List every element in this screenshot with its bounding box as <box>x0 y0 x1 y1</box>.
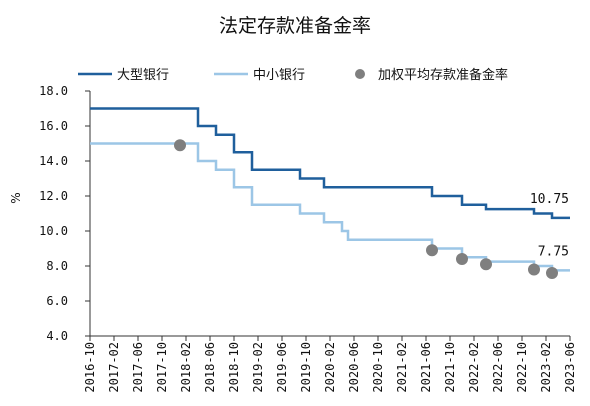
x-tick-label: 2020-02 <box>323 342 337 393</box>
x-tick-label: 2021-06 <box>419 342 433 393</box>
legend-label-large-banks: 大型银行 <box>117 68 169 83</box>
x-tick-label: 2020-06 <box>347 342 361 393</box>
x-tick-label: 2019-02 <box>251 342 265 393</box>
x-tick-label: 2018-06 <box>203 342 217 393</box>
end-value-label: 7.75 <box>538 244 569 259</box>
y-tick-label: 10.0 <box>39 224 68 238</box>
weighted-average-point <box>546 267 558 279</box>
plot-area: 10.75 7.75 <box>90 107 570 279</box>
y-tick-label: 16.0 <box>39 119 68 133</box>
x-tick-label: 2018-02 <box>179 342 193 393</box>
legend: 大型银行 中小银行 加权平均存款准备金率 <box>78 67 508 83</box>
legend-swatch-weighted-average <box>355 69 365 79</box>
y-tick-label: 18.0 <box>39 84 68 98</box>
y-ticks: 18.0 16.0 14.0 12.0 10.0 8.0 6.0 4.0 <box>39 84 90 343</box>
x-tick-label: 2019-06 <box>275 342 289 393</box>
line-small-banks <box>90 142 570 272</box>
y-axis-label: % <box>9 192 23 203</box>
x-tick-label: 2021-02 <box>395 342 409 393</box>
x-tick-label: 2020-10 <box>371 342 385 393</box>
x-tick-label: 2022-06 <box>491 342 505 393</box>
x-tick-label: 2022-10 <box>515 342 529 393</box>
y-tick-label: 4.0 <box>46 329 68 343</box>
y-tick-label: 14.0 <box>39 154 68 168</box>
x-tick-label: 2022-02 <box>467 342 481 393</box>
legend-label-small-banks: 中小银行 <box>253 68 305 83</box>
weighted-average-point <box>528 263 540 276</box>
weighted-average-point <box>174 139 186 152</box>
weighted-average-point <box>480 258 492 271</box>
x-tick-label: 2017-10 <box>155 342 169 393</box>
y-tick-label: 6.0 <box>46 294 68 308</box>
weighted-average-point <box>456 253 468 265</box>
line-large-banks <box>90 107 570 220</box>
x-tick-label: 2017-02 <box>107 342 121 393</box>
x-ticks: 2016-10 2017-02 2017-06 2017-10 2018-02 2018-… <box>83 336 577 393</box>
x-tick-label: 2021-10 <box>443 342 457 393</box>
y-tick-label: 8.0 <box>46 259 68 273</box>
x-tick-label: 2019-10 <box>299 342 313 393</box>
x-tick-label: 2023-06 <box>563 342 577 393</box>
legend-label-weighted-average: 加权平均存款准备金率 <box>378 67 508 83</box>
x-tick-label: 2018-10 <box>227 342 241 393</box>
weighted-average-point <box>426 244 438 257</box>
y-tick-label: 12.0 <box>39 189 68 203</box>
x-tick-label: 2023-02 <box>539 342 553 393</box>
x-tick-label: 2017-06 <box>131 342 145 393</box>
chart-title: 法定存款准备金率 <box>219 15 371 37</box>
end-value-label: 10.75 <box>530 192 569 207</box>
x-tick-label: 2016-10 <box>83 342 97 393</box>
